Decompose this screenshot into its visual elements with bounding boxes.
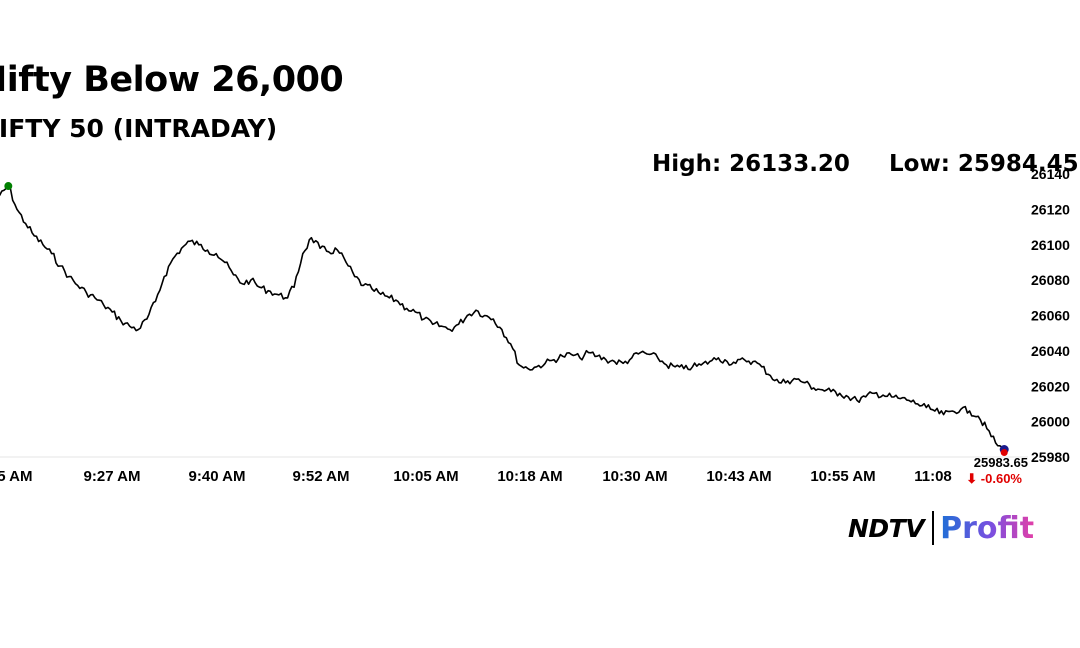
change-percent-label: ⬇ -0.60% (966, 471, 1022, 486)
chart-title: Nifty Below 26,000 (0, 60, 344, 100)
y-tick-label: 26020 (1031, 378, 1070, 394)
x-tick-label: 10:05 AM (393, 468, 458, 485)
nifty-price-line (0, 185, 1005, 451)
y-tick-label: 26120 (1031, 201, 1070, 217)
x-tick-label: 10:30 AM (602, 468, 667, 485)
x-tick-label: 10:18 AM (497, 468, 562, 485)
x-tick-label: 9:52 AM (293, 468, 350, 485)
ndtv-profit-logo: NDTV Profit (848, 508, 1034, 548)
y-tick-label: 26000 (1031, 414, 1070, 430)
y-tick-label: 26040 (1031, 343, 1070, 359)
y-tick-label: 26060 (1031, 308, 1070, 324)
y-tick-label: 26100 (1031, 237, 1070, 253)
brand-ndtv-text: NDTV (848, 513, 925, 543)
brand-profit-text: Profit (940, 510, 1035, 546)
x-tick-label: 10:43 AM (706, 468, 771, 485)
x-tick-label: 9:40 AM (189, 468, 246, 485)
day-low-label: Low: 25984.45 (889, 151, 1079, 177)
x-tick-label: 10:55 AM (810, 468, 875, 485)
y-tick-label: 26140 (1031, 166, 1070, 182)
day-high-label: High: 26133.20 (652, 151, 850, 177)
y-tick-label: 25980 (1031, 449, 1070, 465)
last-value-label: 25983.65 (974, 455, 1028, 470)
x-tick-label: 9:27 AM (84, 468, 141, 485)
high-point-marker (4, 182, 13, 191)
brand-divider (932, 511, 935, 545)
x-tick-label: 9:15 AM (0, 468, 32, 485)
last-point-marker (1000, 449, 1008, 457)
y-tick-label: 26080 (1031, 272, 1070, 288)
x-tick-label: 11:08 (914, 468, 952, 485)
chart-subtitle: NIFTY 50 (INTRADAY) (0, 114, 278, 143)
